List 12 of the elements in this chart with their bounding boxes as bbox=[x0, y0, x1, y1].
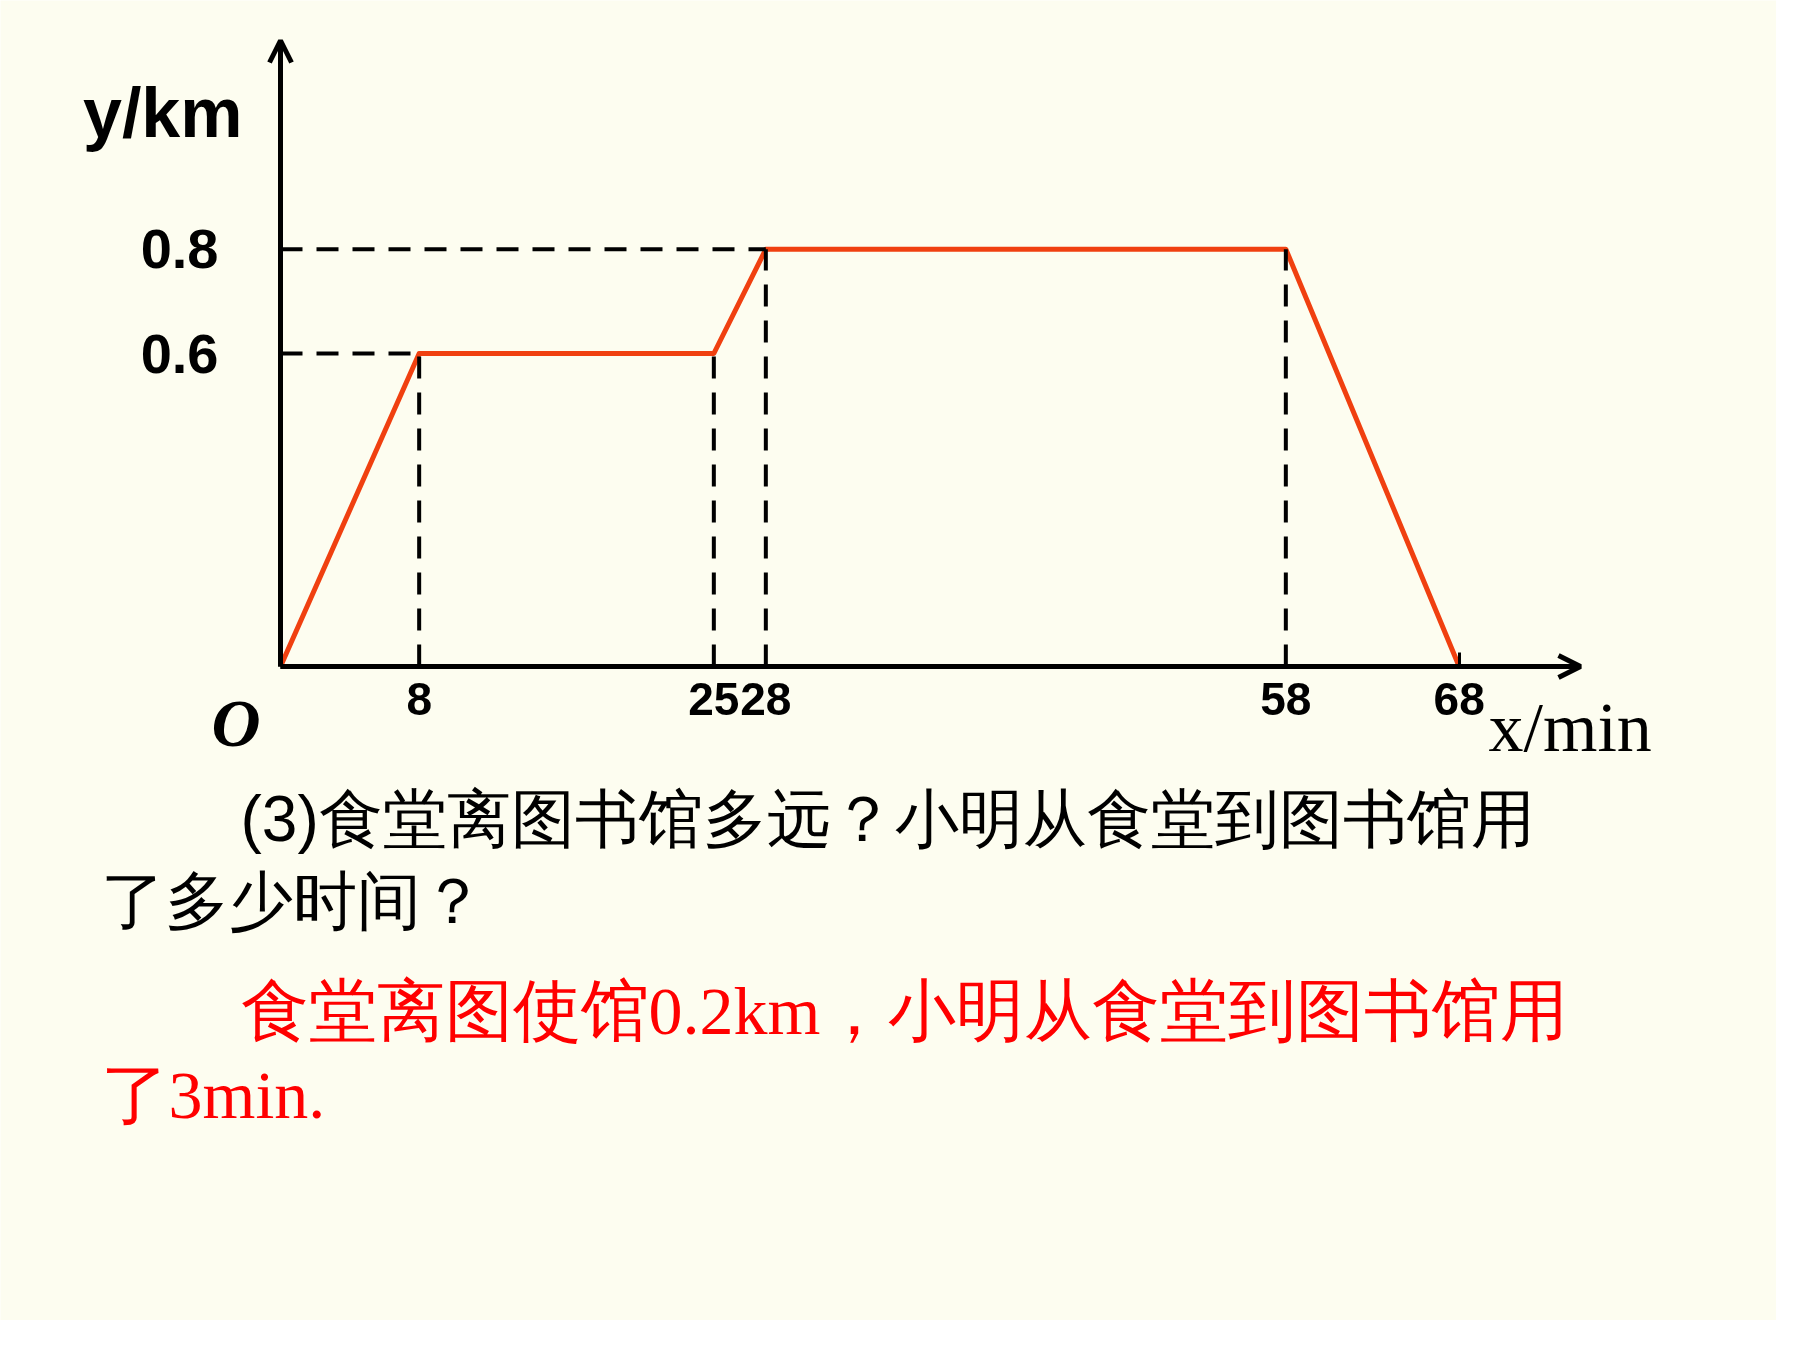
text: 食堂离图使馆0.2km，小明从食堂到图书馆用了3min. bbox=[100, 972, 1569, 1133]
x-tick-label: 28 bbox=[740, 672, 792, 725]
x-tick-label: 25 bbox=[688, 672, 740, 725]
text: (3)食堂离图书馆多远？小明从食堂到图书馆用了多少时间？ bbox=[100, 782, 1535, 937]
x-tick-label: 68 bbox=[1433, 672, 1485, 725]
x-axis-title: x/min bbox=[1488, 688, 1652, 766]
x-tick-label: 8 bbox=[406, 672, 432, 725]
y-axis-title: y/km bbox=[82, 73, 243, 152]
y-tick-label: 0.6 bbox=[140, 321, 219, 385]
annotation: O bbox=[211, 684, 261, 761]
y-tick-label: 0.8 bbox=[140, 217, 219, 281]
x-tick-label: 58 bbox=[1260, 672, 1312, 725]
